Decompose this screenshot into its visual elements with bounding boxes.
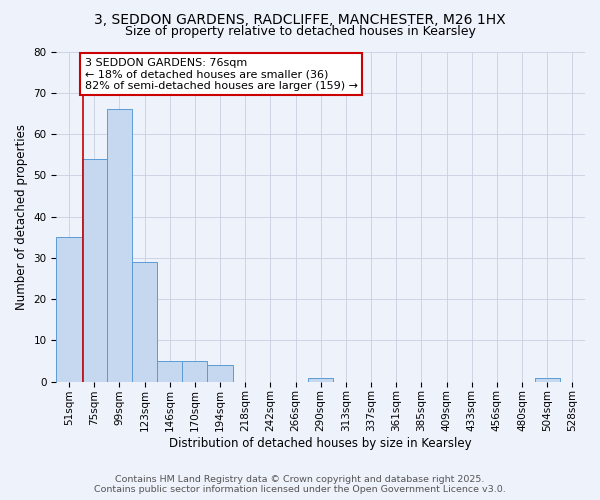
Bar xyxy=(107,110,132,382)
Text: 3 SEDDON GARDENS: 76sqm
← 18% of detached houses are smaller (36)
82% of semi-de: 3 SEDDON GARDENS: 76sqm ← 18% of detache… xyxy=(85,58,358,91)
Y-axis label: Number of detached properties: Number of detached properties xyxy=(15,124,28,310)
Bar xyxy=(182,361,208,382)
Bar xyxy=(82,159,107,382)
Bar xyxy=(535,378,560,382)
Bar xyxy=(56,237,82,382)
Bar xyxy=(157,361,182,382)
Text: Contains HM Land Registry data © Crown copyright and database right 2025.
Contai: Contains HM Land Registry data © Crown c… xyxy=(94,474,506,494)
Text: Size of property relative to detached houses in Kearsley: Size of property relative to detached ho… xyxy=(125,25,475,38)
Bar xyxy=(208,365,233,382)
X-axis label: Distribution of detached houses by size in Kearsley: Distribution of detached houses by size … xyxy=(169,437,472,450)
Bar xyxy=(132,262,157,382)
Bar xyxy=(308,378,333,382)
Text: 3, SEDDON GARDENS, RADCLIFFE, MANCHESTER, M26 1HX: 3, SEDDON GARDENS, RADCLIFFE, MANCHESTER… xyxy=(94,12,506,26)
